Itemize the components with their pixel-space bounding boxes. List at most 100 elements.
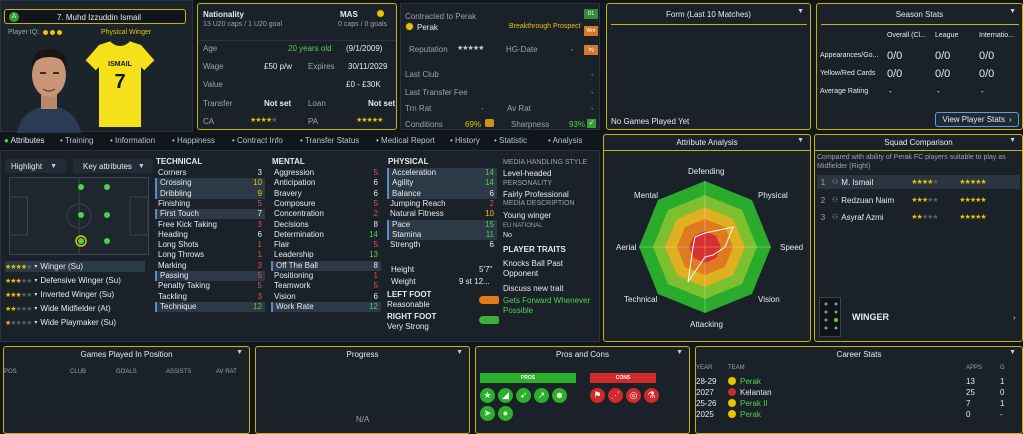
penalty-con-icon[interactable]: ⚑	[590, 388, 605, 403]
games-header[interactable]: Games Played In Position ▼	[4, 347, 249, 361]
tab-attributes[interactable]: ● Attributes	[4, 136, 45, 145]
role-stars: ★★★	[5, 291, 22, 299]
attribute-row[interactable]: Long Throws 1	[155, 250, 265, 260]
attribute-row[interactable]: Composure 5	[271, 199, 381, 209]
arrow-right-icon[interactable]: ›	[1013, 313, 1016, 322]
attribute-row[interactable]: Positioning 1	[271, 271, 381, 281]
attribute-row[interactable]: Aggression 5	[271, 168, 381, 178]
squad-row[interactable]: 2 ⚇ Redzuan Naim ★★★★★ ★★★★★	[820, 195, 987, 205]
attribute-row[interactable]: Pace 15	[387, 219, 497, 230]
role-row[interactable]: ★★★ ★★ ▾ Inverted Winger (Su)	[5, 290, 115, 299]
head-pro-icon[interactable]: ☻	[552, 388, 567, 403]
career-goals: 1	[1000, 377, 1005, 386]
star-pro-icon[interactable]: ★	[480, 388, 495, 403]
form-header[interactable]: Form (Last 10 Matches) ▼	[607, 7, 810, 21]
attribute-row[interactable]: Penalty Taking 5	[155, 281, 265, 291]
target-con-icon[interactable]: ◎	[626, 388, 641, 403]
pass-pro-icon[interactable]: ➶	[516, 388, 531, 403]
role-row[interactable]: ★★★★ ★ ▾ Winger (Su)	[5, 261, 145, 272]
boot-pro-icon[interactable]: ◢	[498, 388, 513, 403]
discuss-trait-button[interactable]: Discuss new trait	[503, 284, 564, 293]
tab-happiness[interactable]: • Happiness	[172, 136, 215, 145]
role-row[interactable]: ★ ★★★★ ▾ Wide Playmaker (Su)	[5, 318, 116, 327]
player-photo	[13, 39, 85, 133]
attribute-row[interactable]: First Touch 7	[155, 209, 265, 220]
pa-stars: ★★★★★	[959, 179, 986, 186]
tab-training[interactable]: • Training	[60, 136, 94, 145]
attribute-row[interactable]: Stamina 11	[387, 229, 497, 241]
flask-con-icon[interactable]: ⚗	[644, 388, 659, 403]
attribute-row[interactable]: Teamwork 5	[271, 281, 381, 291]
squad-header[interactable]: Squad Comparison ▼	[815, 135, 1022, 149]
ball-pro-icon[interactable]: ●	[498, 406, 513, 421]
season-header[interactable]: Season Stats ▼	[817, 7, 1022, 21]
season-row-label: Appearances/Go...	[820, 52, 879, 59]
weight-value: 9 st 12...	[459, 277, 490, 286]
bio-panel: Nationality MAS 13 U20 caps / 1 U20 goal…	[197, 3, 397, 130]
conditions-icon	[485, 119, 494, 127]
view-player-stats-button[interactable]: View Player Stats ›	[935, 112, 1019, 127]
tab-information[interactable]: • Information	[110, 136, 156, 145]
attribute-row[interactable]: Heading 6	[155, 230, 265, 240]
media-description-label: MEDIA DESCRIPTION	[503, 200, 575, 207]
attribute-value: 8	[373, 219, 378, 229]
attribute-name: Dribbling	[160, 188, 192, 198]
progress-header[interactable]: Progress ▼	[256, 347, 469, 361]
pass-con-icon[interactable]: ⋰	[608, 388, 623, 403]
col-year: YEAR	[696, 365, 713, 371]
attribute-row[interactable]: Jumping Reach 2	[387, 199, 497, 209]
player-name: 7. Muhd Izzuddin Ismail	[57, 13, 142, 22]
attribute-row[interactable]: Passing 5	[155, 271, 265, 282]
attribute-row[interactable]: Flair 5	[271, 240, 381, 250]
attribute-row[interactable]: Corners 3	[155, 168, 265, 178]
player-name-bar[interactable]: A 7. Muhd Izzuddin Ismail	[4, 9, 186, 24]
conditions-value: 69%	[465, 120, 482, 129]
attribute-row[interactable]: Free Kick Taking 3	[155, 220, 265, 230]
attribute-row[interactable]: Technique 12	[155, 301, 265, 313]
tab-analysis[interactable]: • Analysis	[548, 136, 583, 145]
squad-row[interactable]: 1 ⚇ M. Ismail ★★★★★ ★★★★★	[817, 175, 1020, 189]
tab-statistic[interactable]: • Statistic	[494, 136, 528, 145]
attribute-row[interactable]: Concentration 2	[271, 209, 381, 219]
key-attributes-dropdown[interactable]: Key attributes ▼	[73, 159, 153, 173]
attribute-row[interactable]: Marking 3	[155, 261, 265, 271]
attribute-row[interactable]: Long Shots 1	[155, 240, 265, 250]
highlight-dropdown[interactable]: Highlight ▼	[5, 159, 67, 173]
squad-row[interactable]: 3 ⚇ Asyraf Azmi ★★★★★ ★★★★★	[820, 212, 987, 222]
attribute-row[interactable]: Determination 14	[271, 230, 381, 240]
analysis-header[interactable]: Attribute Analysis ▼	[604, 135, 810, 149]
radar-label-speed: Speed	[780, 243, 804, 252]
career-team[interactable]: Perak	[740, 410, 761, 419]
attribute-row[interactable]: Crossing 10	[155, 178, 265, 189]
attribute-row[interactable]: Anticipation 6	[271, 178, 381, 188]
run-pro-icon[interactable]: ➤	[480, 406, 495, 421]
attribute-row[interactable]: Balance 6	[387, 188, 497, 199]
attribute-row[interactable]: Natural Fitness 10	[387, 209, 497, 219]
tab-history[interactable]: • History	[450, 136, 480, 145]
attribute-row[interactable]: Strength 6	[387, 240, 497, 250]
career-header[interactable]: Career Stats ▼	[696, 347, 1022, 361]
attribute-row[interactable]: Vision 6	[271, 292, 381, 302]
attribute-row[interactable]: Decisions 8	[271, 220, 381, 230]
attribute-row[interactable]: Off The Ball 8	[271, 260, 381, 271]
attribute-row[interactable]: Agility 14	[387, 178, 497, 189]
attribute-radar-chart	[639, 181, 771, 313]
career-team[interactable]: Kelantan	[740, 388, 772, 397]
attribute-row[interactable]: Work Rate 12	[271, 301, 381, 313]
career-team[interactable]: Perak II	[740, 399, 768, 408]
role-row[interactable]: ★★ ★★★ ▾ Wide Midfielder (At)	[5, 304, 111, 313]
attribute-row[interactable]: Dribbling 9	[155, 188, 265, 199]
tab-transfer-status[interactable]: • Transfer Status	[300, 136, 360, 145]
tab-contract-info[interactable]: • Contract Info	[232, 136, 283, 145]
attribute-row[interactable]: Tackling 3	[155, 292, 265, 302]
attribute-row[interactable]: Finishing 5	[155, 199, 265, 209]
tab-medical-report[interactable]: • Medical Report	[376, 136, 435, 145]
attribute-row[interactable]: Leadership 13	[271, 250, 381, 260]
trend-pro-icon[interactable]: ↗	[534, 388, 549, 403]
weight-label: Weight	[391, 277, 416, 286]
attribute-row[interactable]: Acceleration 14	[387, 168, 497, 179]
career-team[interactable]: Perak	[740, 377, 761, 386]
pros-cons-header[interactable]: Pros and Cons ▼	[476, 347, 689, 361]
attribute-row[interactable]: Bravery 6	[271, 189, 381, 199]
role-row[interactable]: ★★★ ★★ ▾ Defensive Winger (Su)	[5, 276, 121, 285]
